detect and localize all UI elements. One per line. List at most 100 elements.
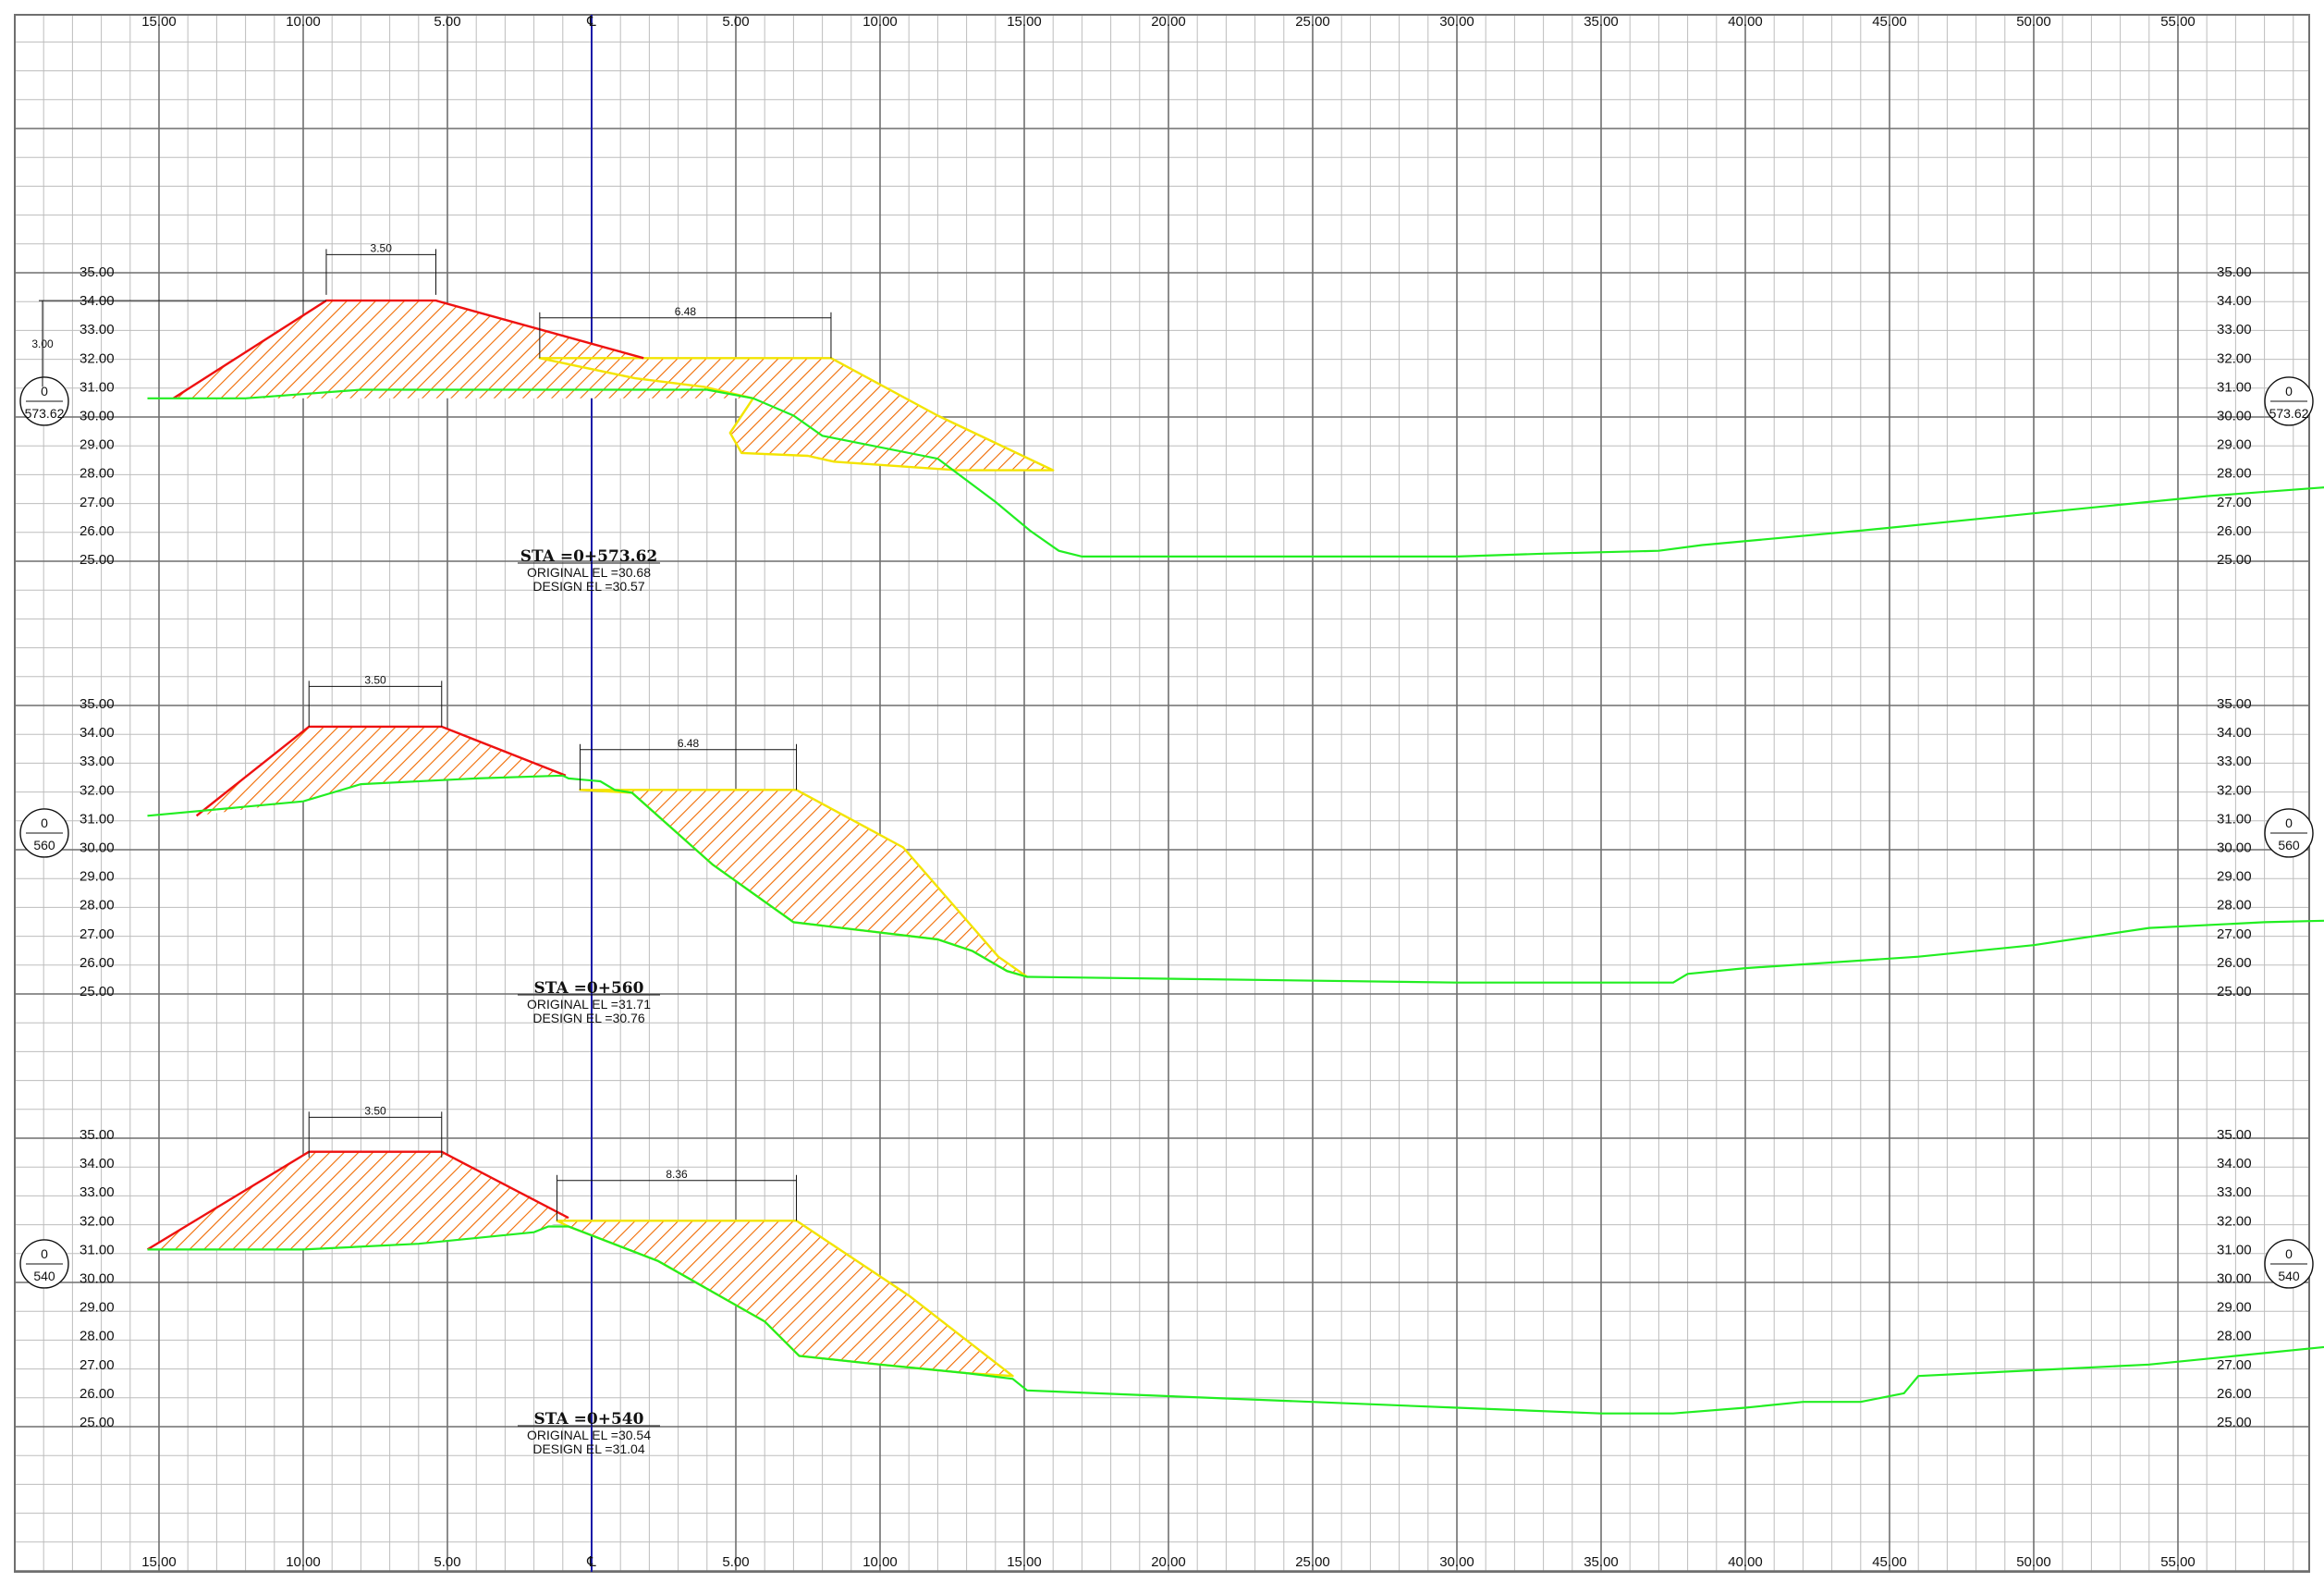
offset-label-bottom: 55.00 (2160, 1554, 2196, 1570)
offset-label-bottom: 5.00 (722, 1554, 749, 1570)
elevation-label-right: 31.00 (2217, 379, 2252, 395)
elevation-label-left: 25.00 (80, 1415, 115, 1430)
offset-label-top: 15.00 (141, 14, 177, 30)
elevation-label-left: 35.00 (80, 1127, 115, 1143)
station-marker-right: 0 560 (2264, 808, 2314, 858)
elevation-label-left: 32.00 (80, 1213, 115, 1229)
embankment-hatch (173, 300, 753, 399)
elevation-label-right: 27.00 (2217, 495, 2252, 510)
elevation-label-right: 33.00 (2217, 1184, 2252, 1200)
offset-label-bottom: 15.00 (1007, 1554, 1042, 1570)
elevation-label-left: 30.00 (80, 409, 115, 424)
elevation-label-left: 32.00 (80, 350, 115, 366)
height-dim-label: 3.00 (31, 337, 54, 350)
offset-label-top: 25.00 (1295, 14, 1330, 30)
offset-label-bottom: ℄ (586, 1554, 596, 1570)
offset-label-top: 35.00 (1584, 14, 1619, 30)
elevation-label-right: 25.00 (2217, 1415, 2252, 1430)
elevation-label-right: 27.00 (2217, 926, 2252, 942)
elevation-label-right: 28.00 (2217, 898, 2252, 914)
crest-width-label: 3.50 (364, 1104, 386, 1117)
elevation-label-left: 31.00 (80, 811, 115, 827)
elevation-label-right: 26.00 (2217, 1386, 2252, 1402)
embankment-hatch (147, 1151, 569, 1250)
elevation-label-left: 31.00 (80, 379, 115, 395)
station-marker-top: 0 (41, 816, 48, 830)
elevation-label-right: 28.00 (2217, 466, 2252, 482)
elevation-label-left: 29.00 (80, 1300, 115, 1316)
elevation-label-right: 26.00 (2217, 955, 2252, 971)
elevation-label-right: 33.00 (2217, 754, 2252, 769)
offset-label-top: 30.00 (1439, 14, 1474, 30)
drawing-grid (14, 14, 2310, 1573)
crest-width-label: 3.50 (364, 673, 386, 686)
station-marker-left: 0 573.62 (19, 376, 69, 426)
elevation-label-left: 26.00 (80, 1386, 115, 1402)
embankment-outline (195, 725, 567, 817)
station-marker-bottom: 540 (33, 1269, 55, 1283)
offset-label-top: 10.00 (286, 14, 321, 30)
cut-area-hatch (538, 357, 1055, 472)
cross-section-3: 35.00 35.00 34.00 34.00 33.00 33.00 32.00 32.00… (19, 1104, 2324, 1456)
station-marker-left: 0 540 (19, 1239, 69, 1289)
elevation-label-right: 30.00 (2217, 409, 2252, 424)
elevation-label-left: 25.00 (80, 552, 115, 568)
offset-label-top: 5.00 (722, 14, 749, 30)
elevation-label-left: 26.00 (80, 955, 115, 971)
elevation-label-left: 29.00 (80, 869, 115, 885)
ground-profile (147, 388, 2324, 558)
offset-label-bottom: 5.00 (434, 1554, 460, 1570)
elevation-label-left: 28.00 (80, 1329, 115, 1344)
cut-width-label: 6.48 (675, 305, 697, 318)
elevation-label-left: 27.00 (80, 926, 115, 942)
elevation-label-right: 31.00 (2217, 811, 2252, 827)
elevation-label-right: 25.00 (2217, 984, 2252, 999)
elevation-label-right: 29.00 (2217, 437, 2252, 453)
elevation-label-right: 28.00 (2217, 1329, 2252, 1344)
elevation-label-right: 35.00 (2217, 696, 2252, 712)
elevation-label-right: 29.00 (2217, 869, 2252, 885)
elevation-label-right: 35.00 (2217, 264, 2252, 280)
bottom-offset-labels: 15.00 10.00 5.00 ℄ 5.00 10.00 15.00 20.00 25.00 3… (141, 1554, 2196, 1570)
elevation-label-left: 31.00 (80, 1242, 115, 1257)
elevation-label-left: 35.00 (80, 696, 115, 712)
offset-label-bottom: 15.00 (141, 1554, 177, 1570)
station-marker-top: 0 (2285, 384, 2293, 399)
crest-width-label: 3.50 (371, 241, 393, 254)
elevation-label-right: 34.00 (2217, 725, 2252, 741)
elevation-label-left: 27.00 (80, 495, 115, 510)
elevation-label-left: 33.00 (80, 1184, 115, 1200)
offset-label-bottom: 50.00 (2016, 1554, 2051, 1570)
design-elevation: DESIGN EL =30.57 (532, 579, 644, 594)
offset-label-top: 5.00 (434, 14, 460, 30)
offset-label-bottom: 35.00 (1584, 1554, 1619, 1570)
elevation-label-left: 34.00 (80, 1156, 115, 1171)
elevation-label-left: 28.00 (80, 466, 115, 482)
elevation-label-left: 28.00 (80, 898, 115, 914)
offset-label-bottom: 40.00 (1728, 1554, 1763, 1570)
station-marker-top: 0 (41, 1246, 48, 1261)
elevation-label-right: 35.00 (2217, 1127, 2252, 1143)
ground-profile (147, 774, 2324, 984)
elevation-label-left: 30.00 (80, 840, 115, 856)
offset-label-top: 20.00 (1151, 14, 1186, 30)
elevation-label-left: 33.00 (80, 754, 115, 769)
offset-label-bottom: 25.00 (1295, 1554, 1330, 1570)
station-marker-bottom: 560 (33, 838, 55, 852)
elevation-label-right: 32.00 (2217, 782, 2252, 798)
elevation-label-right: 30.00 (2217, 840, 2252, 856)
elevation-label-left: 29.00 (80, 437, 115, 453)
offset-label-top: 50.00 (2016, 14, 2051, 30)
station-marker-bottom: 540 (2278, 1269, 2300, 1283)
station-label: STA =0+540 (534, 1410, 644, 1429)
elevation-label-left: 26.00 (80, 523, 115, 539)
cut-width-label: 6.48 (678, 737, 700, 750)
offset-label-top: 15.00 (1007, 14, 1042, 30)
embankment-hatch (196, 726, 566, 816)
offset-label-top: 55.00 (2160, 14, 2196, 30)
top-offset-labels: 15.00 10.00 5.00 ℄ 5.00 10.00 15.00 20.00 25.00 3… (141, 14, 2196, 30)
station-marker-right: 0 573.62 (2264, 376, 2314, 426)
elevation-label-right: 26.00 (2217, 523, 2252, 539)
